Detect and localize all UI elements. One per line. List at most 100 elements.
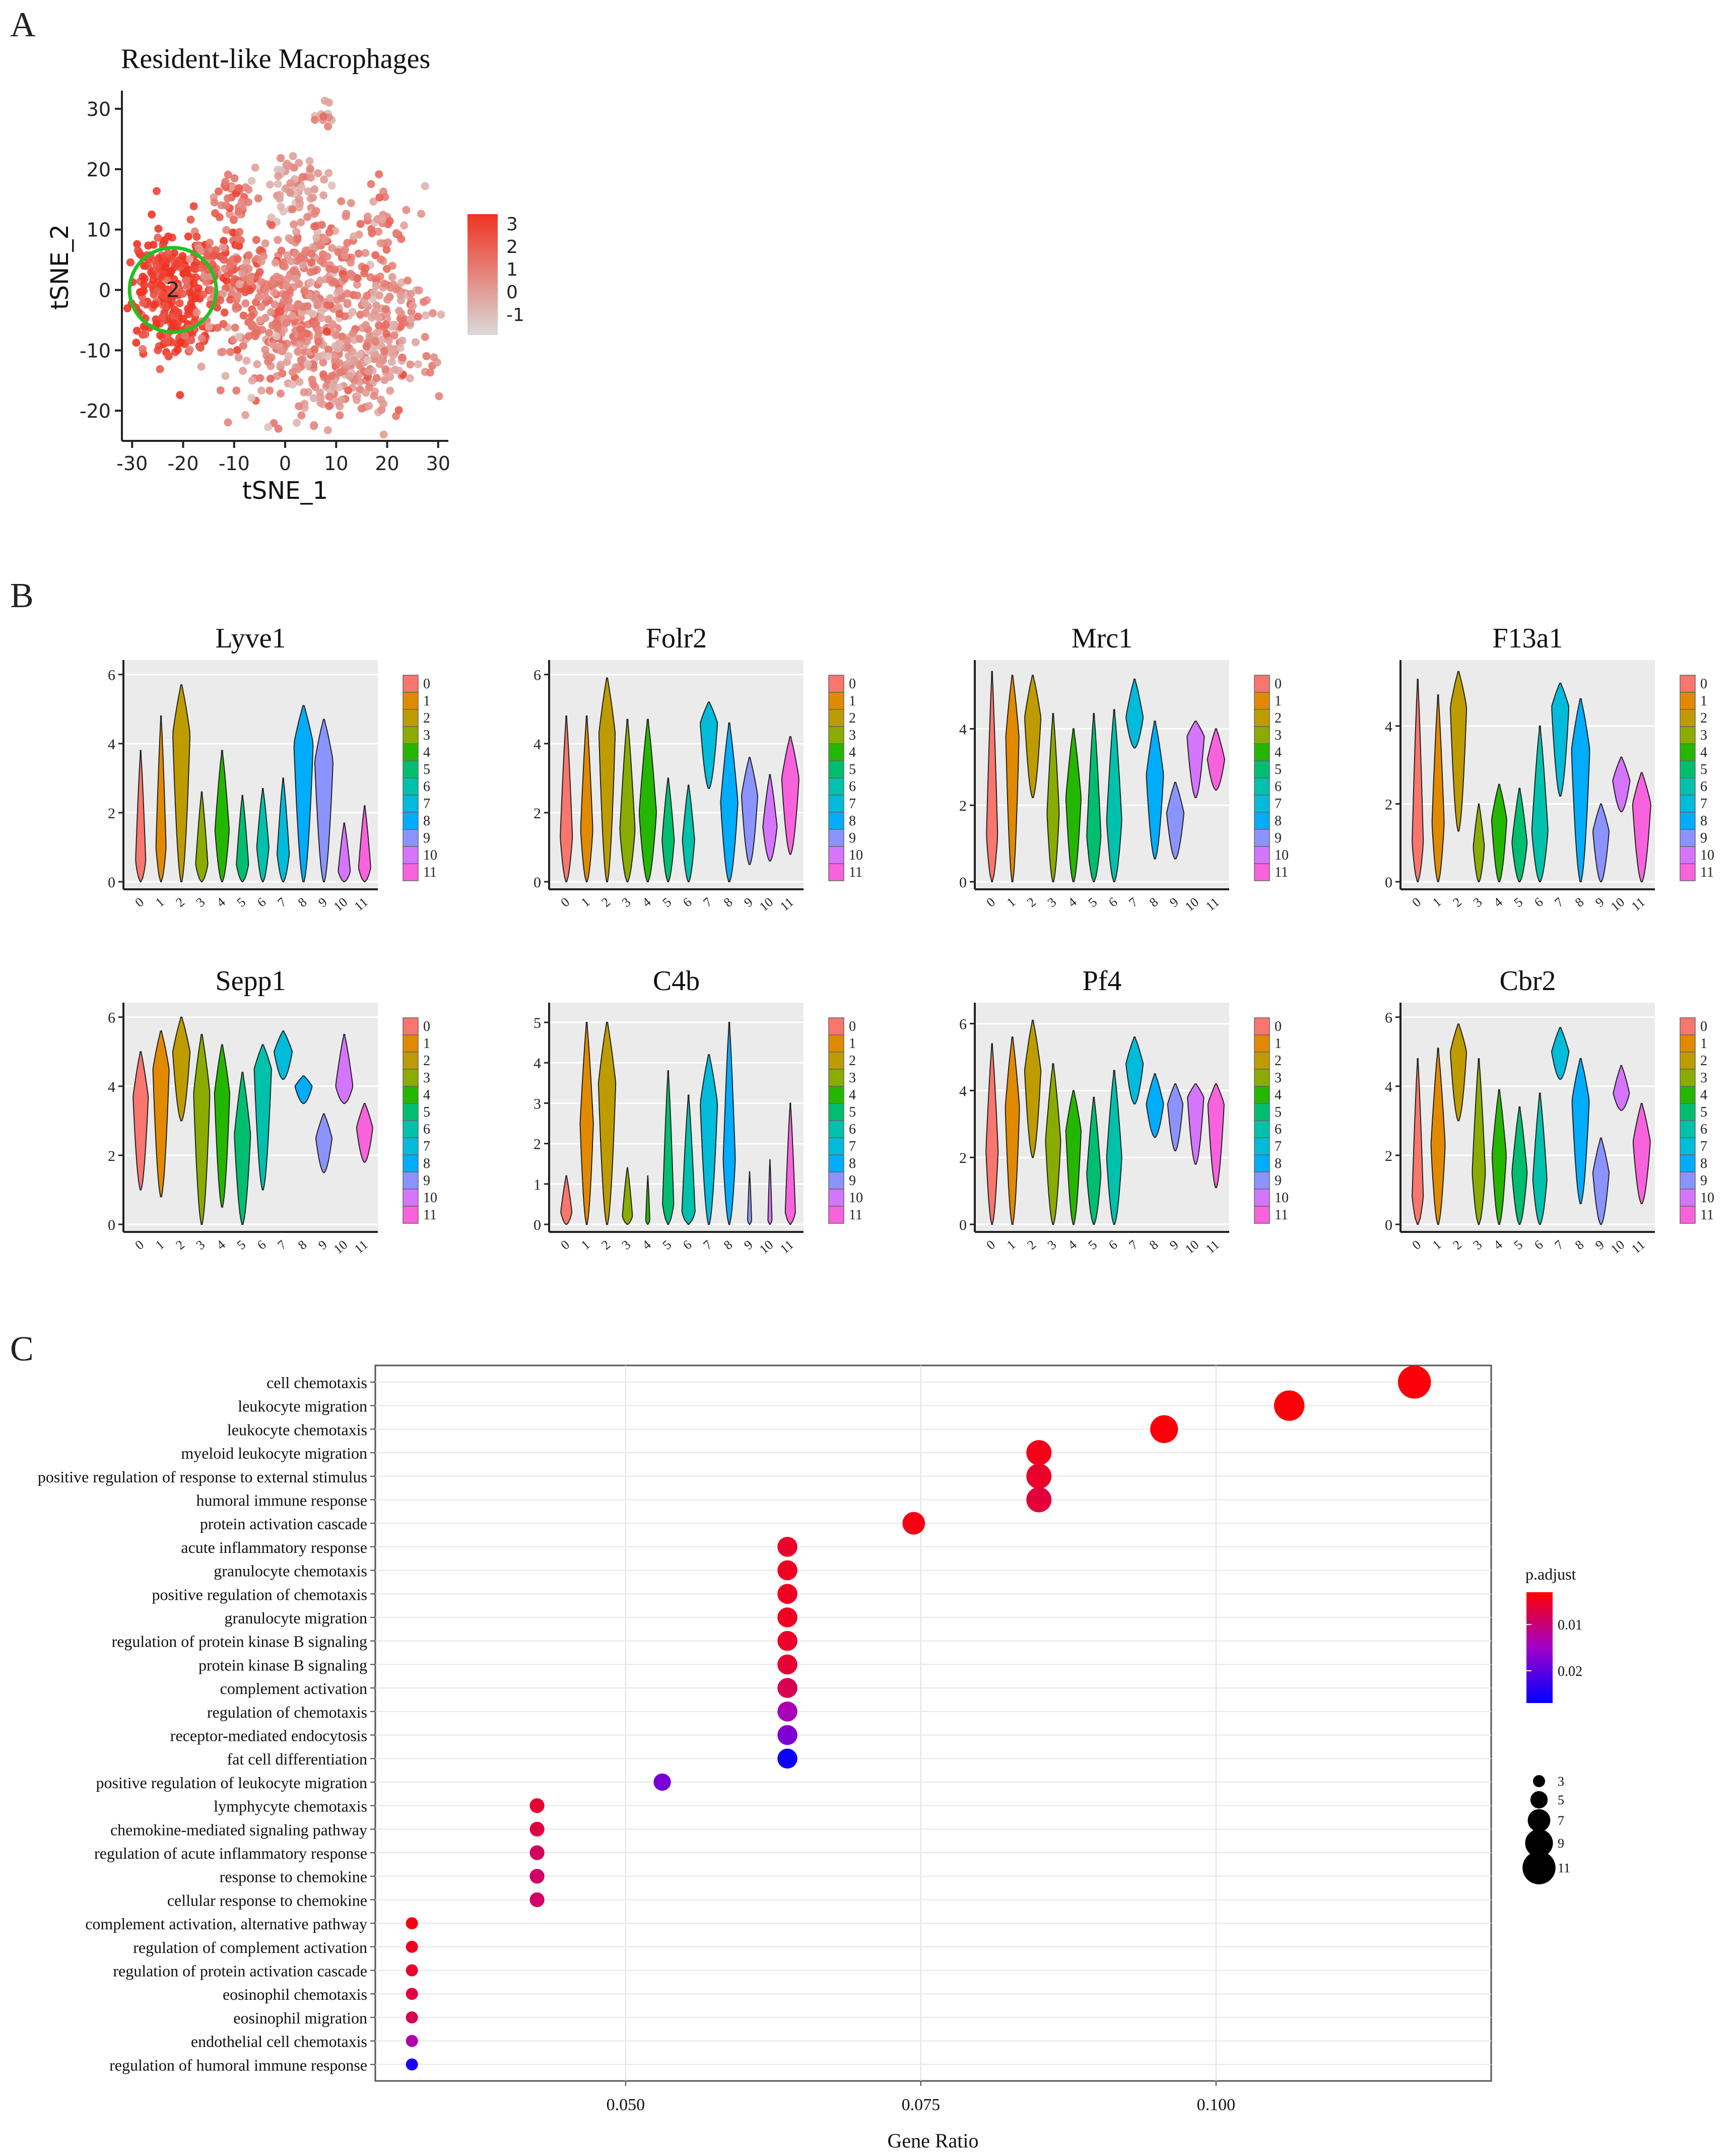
- dotplot-term-labels: cell chemotaxis leukocyte migration leukoc…: [38, 1374, 375, 2074]
- tsne-point: [382, 265, 391, 273]
- violin-legend-label: 10: [1275, 847, 1289, 863]
- violin-legend-label: 8: [1275, 1156, 1282, 1171]
- tsne-point: [379, 430, 388, 439]
- violin-legend-swatch: [1254, 1154, 1270, 1172]
- violin-legend-label: 9: [423, 1173, 430, 1189]
- tsne-point: [268, 221, 276, 229]
- tsne-point: [149, 276, 158, 285]
- tsne-point: [324, 169, 333, 177]
- violin-legend-swatch: [828, 1154, 844, 1172]
- dotplot-point: [406, 1988, 418, 2000]
- violin-legend-label: 9: [849, 830, 856, 846]
- tsne-point: [247, 177, 256, 185]
- tsne-point: [375, 193, 384, 202]
- tsne-point: [367, 180, 375, 188]
- tsne-point: [247, 394, 256, 402]
- violin-shape: [722, 1022, 736, 1225]
- dotplot-point: [777, 1678, 797, 1698]
- tsne-point: [234, 207, 243, 216]
- dotplot-term-label: complement activation, alternative pathw…: [85, 1915, 367, 1933]
- violin-legend-label: 10: [1700, 847, 1714, 863]
- tsne-x-tick-label: -30: [116, 452, 148, 475]
- violin-legend-label: 3: [1700, 728, 1707, 743]
- violin-legend-label: 10: [1700, 1190, 1714, 1206]
- tsne-points: [123, 96, 445, 439]
- size-legend-dot: [1530, 1791, 1548, 1809]
- tsne-point: [274, 165, 282, 174]
- p-adjust-ticks: 0.01 0.02: [1526, 1617, 1582, 1679]
- panel-label-b: B: [10, 576, 34, 615]
- tsne-point: [307, 258, 315, 267]
- dotplot-term-label: fat cell differentiation: [227, 1750, 367, 1768]
- tsne-point: [221, 177, 230, 186]
- violin-legend-label: 4: [849, 1087, 856, 1103]
- tsne-point: [273, 332, 281, 341]
- tsne-point: [421, 333, 429, 341]
- violin-legend-swatch: [403, 1154, 419, 1172]
- tsne-point: [371, 330, 380, 338]
- tsne-point: [411, 338, 420, 347]
- violin-shape: [234, 1072, 251, 1225]
- violin-legend-label: 8: [849, 813, 856, 829]
- violin-legend-swatch: [403, 1086, 419, 1104]
- violin-shape: [1449, 671, 1467, 832]
- tsne-point: [173, 346, 182, 354]
- violin-legend-swatch: [1254, 709, 1270, 727]
- dotplot-term-label: positive regulation of leukocyte migrati…: [96, 1774, 367, 1792]
- tsne-colorbar-tick-label: 0: [506, 282, 518, 303]
- tsne-point: [149, 240, 158, 249]
- tsne-title: Resident-like Macrophages: [121, 43, 430, 75]
- tsne-point: [165, 352, 173, 360]
- violin-legend-swatch: [403, 743, 419, 761]
- tsne-point: [190, 265, 198, 273]
- violin-shape: [1186, 721, 1205, 798]
- tsne-point: [170, 281, 179, 290]
- violin-shape: [1065, 728, 1082, 882]
- violin-y-tick-label: 1: [533, 1177, 541, 1193]
- tsne-point: [179, 269, 188, 278]
- tsne-point: [377, 396, 385, 404]
- tsne-point: [375, 321, 383, 330]
- violin-y-tick-label: 4: [959, 1083, 967, 1099]
- tsne-point: [191, 294, 199, 303]
- tsne-point: [324, 122, 332, 130]
- tsne-point: [233, 255, 242, 264]
- tsne-point: [325, 265, 333, 273]
- violin-y-tick-label: 0: [959, 874, 967, 891]
- violin-legend-swatch: [403, 692, 419, 710]
- violin-y-tick-label: 2: [108, 1148, 115, 1164]
- tsne-point: [374, 313, 383, 322]
- tsne-point: [156, 280, 165, 289]
- dotplot-term-label: receptor-mediated endocytosis: [170, 1727, 367, 1745]
- tsne-point: [295, 402, 303, 411]
- violin-shape: [1632, 772, 1651, 882]
- size-legend-label: 11: [1558, 1861, 1570, 1875]
- tsne-point: [382, 320, 390, 329]
- tsne-point: [319, 191, 327, 200]
- violin-legend-swatch: [403, 675, 419, 693]
- tsne-point: [148, 210, 156, 219]
- tsne-point: [321, 235, 329, 243]
- violin-shape: [1612, 756, 1631, 812]
- dotplot-panel: cell chemotaxis leukocyte migration leukoc…: [38, 1364, 1582, 2152]
- dotplot-point: [1026, 1487, 1052, 1513]
- violin-shape: [1491, 1089, 1507, 1225]
- violin-shape: [1613, 1065, 1630, 1111]
- tsne-point: [258, 325, 266, 334]
- tsne-point: [362, 309, 370, 317]
- violin-legend-label: 7: [1700, 1139, 1707, 1154]
- tsne-point: [235, 280, 244, 288]
- tsne-x-tick-label: -20: [167, 452, 198, 475]
- violin-legend-label: 7: [1275, 796, 1282, 812]
- tsne-colorbar-tick-label: 1: [506, 259, 518, 280]
- tsne-point: [409, 302, 417, 310]
- violin-shape: [645, 1175, 650, 1225]
- violin-legend-swatch: [1680, 1017, 1696, 1035]
- violin-legend-swatch: [1254, 777, 1270, 796]
- violin-y-tick-label: 4: [959, 721, 967, 738]
- tsne-point: [229, 228, 237, 237]
- tsne-point: [363, 356, 372, 364]
